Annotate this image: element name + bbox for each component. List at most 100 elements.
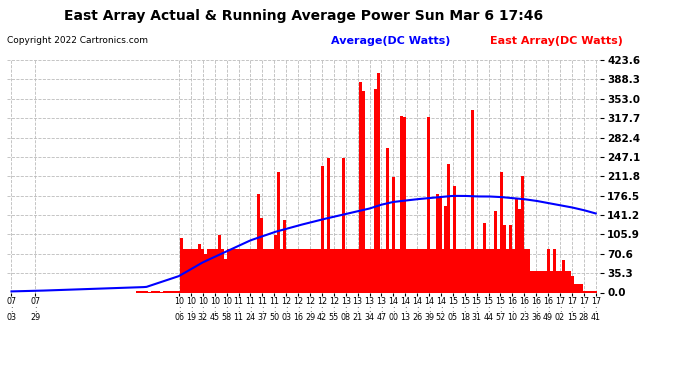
Bar (371, 249, 374, 292)
Bar (280, 249, 283, 292)
Bar (353, 249, 357, 292)
Bar (315, 249, 318, 292)
Bar (506, 249, 509, 292)
Bar (330, 249, 333, 292)
Bar (356, 249, 359, 292)
Bar (486, 249, 489, 292)
Bar (171, 291, 175, 292)
Bar (306, 249, 310, 292)
Bar (295, 249, 298, 292)
Bar (309, 249, 313, 292)
Bar (259, 218, 263, 292)
Bar (239, 249, 242, 292)
Bar (562, 260, 565, 292)
Bar (213, 249, 215, 292)
Text: East Array Actual & Running Average Power Sun Mar 6 17:46: East Array Actual & Running Average Powe… (64, 9, 543, 23)
Bar (515, 198, 518, 292)
Bar (136, 291, 139, 292)
Bar (474, 249, 477, 292)
Bar (230, 249, 233, 292)
Bar (175, 291, 177, 292)
Bar (556, 270, 559, 292)
Bar (351, 249, 353, 292)
Bar (233, 249, 236, 292)
Bar (245, 249, 248, 292)
Bar (166, 291, 168, 292)
Bar (257, 194, 259, 292)
Bar (157, 291, 160, 292)
Bar (139, 291, 142, 292)
Bar (503, 225, 506, 292)
Bar (274, 235, 277, 292)
Bar (439, 197, 442, 292)
Bar (542, 270, 544, 292)
Bar (573, 284, 577, 292)
Bar (215, 249, 219, 292)
Bar (377, 73, 380, 292)
Bar (580, 284, 582, 292)
Bar (459, 249, 462, 292)
Bar (151, 291, 154, 292)
Bar (210, 249, 213, 292)
Bar (248, 249, 251, 292)
Bar (565, 270, 568, 292)
Text: Copyright 2022 Cartronics.com: Copyright 2022 Cartronics.com (7, 36, 148, 45)
Bar (512, 249, 515, 292)
Bar (559, 270, 562, 292)
Bar (250, 249, 254, 292)
Bar (313, 249, 315, 292)
Bar (277, 172, 280, 292)
Bar (477, 249, 480, 292)
Bar (465, 249, 468, 292)
Bar (451, 249, 453, 292)
Bar (206, 249, 210, 292)
Bar (462, 249, 465, 292)
Bar (494, 211, 497, 292)
Bar (550, 270, 553, 292)
Bar (333, 249, 336, 292)
Bar (283, 219, 286, 292)
Bar (430, 249, 433, 292)
Bar (509, 225, 512, 292)
Bar (386, 148, 388, 292)
Text: Average(DC Watts): Average(DC Watts) (331, 36, 451, 46)
Bar (327, 158, 330, 292)
Bar (201, 249, 204, 292)
Bar (192, 249, 195, 292)
Bar (262, 249, 266, 292)
Bar (292, 249, 295, 292)
Bar (553, 249, 556, 292)
Bar (518, 209, 521, 292)
Bar (406, 249, 409, 292)
Bar (359, 82, 362, 292)
Bar (177, 291, 180, 292)
Bar (582, 291, 586, 292)
Bar (456, 249, 460, 292)
Bar (404, 117, 406, 292)
Bar (254, 249, 257, 292)
Bar (435, 194, 439, 292)
Bar (304, 249, 306, 292)
Bar (471, 110, 474, 292)
Bar (374, 88, 377, 292)
Bar (186, 249, 189, 292)
Bar (589, 291, 591, 292)
Bar (242, 249, 245, 292)
Bar (521, 176, 524, 292)
Bar (444, 206, 448, 292)
Bar (447, 164, 451, 292)
Bar (336, 249, 339, 292)
Bar (427, 117, 430, 292)
Bar (415, 249, 418, 292)
Bar (571, 276, 574, 292)
Bar (585, 291, 589, 292)
Bar (180, 238, 184, 292)
Bar (321, 166, 324, 292)
Bar (591, 291, 594, 292)
Bar (497, 249, 500, 292)
Bar (289, 249, 292, 292)
Bar (524, 249, 526, 292)
Bar (183, 249, 186, 292)
Bar (204, 255, 207, 292)
Bar (142, 291, 145, 292)
